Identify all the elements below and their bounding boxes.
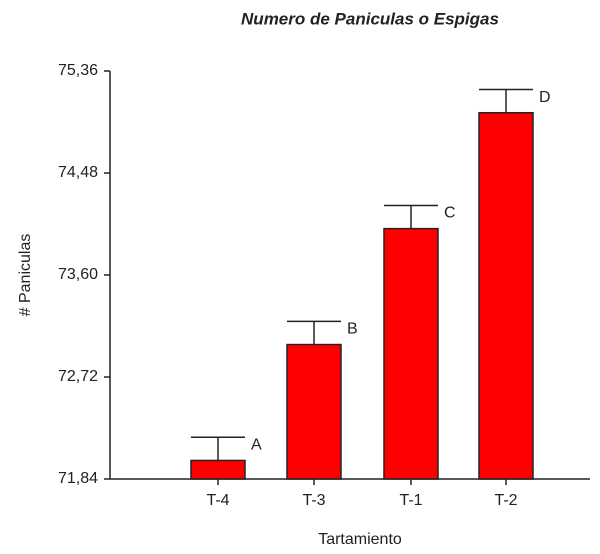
chart-title: Numero de Paniculas o Espigas bbox=[241, 9, 499, 28]
annotation: C bbox=[444, 205, 456, 222]
y-tick-label: 71,84 bbox=[58, 470, 98, 487]
y-tick-label: 75,36 bbox=[58, 62, 98, 79]
x-tick-label: T-3 bbox=[302, 492, 325, 509]
x-tick-label: T-1 bbox=[399, 492, 422, 509]
x-tick-label: T-4 bbox=[206, 492, 229, 509]
y-axis-label: # Paniculas bbox=[17, 234, 34, 317]
annotation: B bbox=[347, 321, 358, 338]
x-tick-label: T-2 bbox=[494, 492, 517, 509]
bar bbox=[286, 343, 342, 480]
x-axis-label: Tartamiento bbox=[318, 531, 402, 548]
annotation: A bbox=[251, 436, 262, 453]
bar bbox=[190, 459, 246, 480]
y-tick-label: 74,48 bbox=[58, 164, 98, 181]
y-tick-label: 73,60 bbox=[58, 266, 98, 283]
bar bbox=[383, 227, 439, 480]
y-tick-label: 72,72 bbox=[58, 368, 98, 385]
annotation: D bbox=[539, 89, 551, 106]
bar bbox=[478, 111, 534, 480]
